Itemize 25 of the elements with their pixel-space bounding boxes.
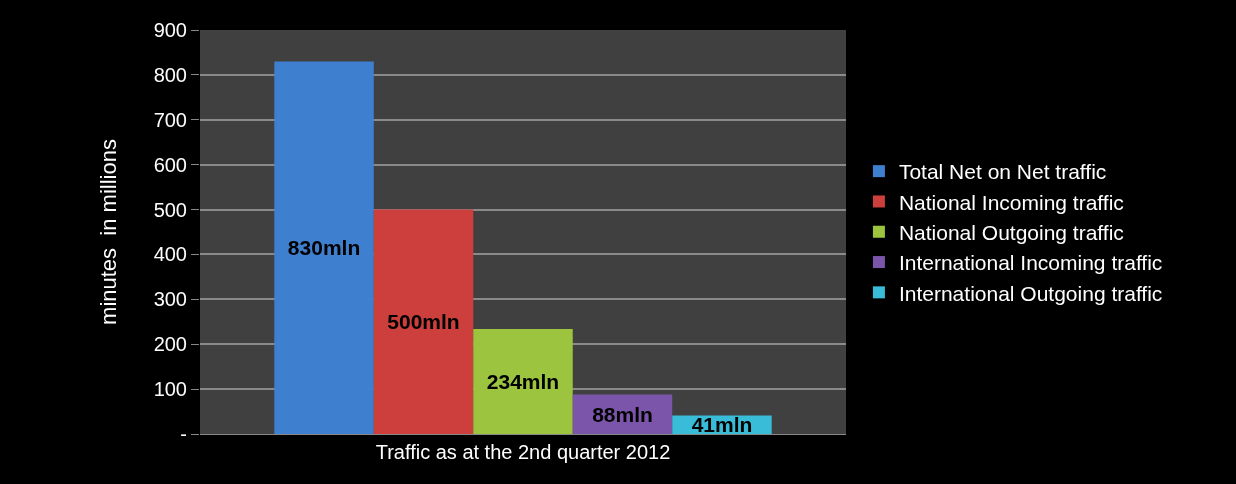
y-tick-label: 800 <box>153 63 187 86</box>
legend-label: International Outgoing traffic <box>898 281 1163 305</box>
y-tick-label: 500 <box>153 198 187 221</box>
y-tick-label: 100 <box>153 378 187 401</box>
legend-label: National Incoming traffic <box>898 190 1124 214</box>
bar <box>373 209 474 434</box>
bar <box>473 328 573 434</box>
y-tick-label: - <box>180 423 187 445</box>
x-tick-label: Traffic as at the 2nd quarter 2012 <box>375 441 671 463</box>
data-label: 41mln <box>691 413 753 437</box>
y-tick-label: 300 <box>153 288 187 311</box>
data-label: 234mln <box>486 369 560 393</box>
y-axis-title: minutes in millions <box>96 139 122 325</box>
legend-label: International Incoming traffic <box>898 251 1163 275</box>
legend-label: Total Net on Net traffic <box>898 160 1107 184</box>
data-label: 88mln <box>592 402 653 426</box>
y-tick-label: 200 <box>153 333 187 356</box>
y-tick-label: 900 <box>153 19 187 41</box>
legend-label: National Outgoing traffic <box>898 220 1124 244</box>
y-tick-label: 600 <box>153 153 187 176</box>
data-label: 830mln <box>287 236 361 260</box>
data-label: 500mln <box>387 310 460 334</box>
bar <box>274 61 374 434</box>
y-tick-label: 700 <box>153 108 187 131</box>
y-tick-label: 400 <box>153 243 187 266</box>
